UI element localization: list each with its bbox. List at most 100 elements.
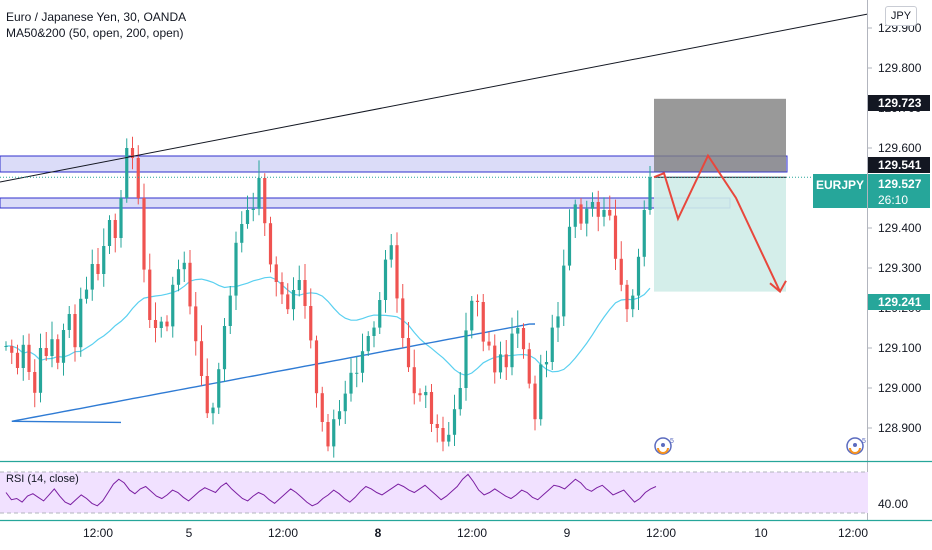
ma50-line[interactable] xyxy=(6,276,651,377)
candle[interactable] xyxy=(44,332,48,361)
candle[interactable] xyxy=(113,213,117,253)
candle[interactable] xyxy=(349,358,353,402)
candle[interactable] xyxy=(596,190,600,232)
candle[interactable] xyxy=(102,228,106,287)
candle[interactable] xyxy=(297,265,301,297)
stop-loss-zone[interactable] xyxy=(654,98,786,172)
candle[interactable] xyxy=(378,292,382,334)
candle[interactable] xyxy=(343,380,347,424)
candle[interactable] xyxy=(619,241,623,292)
candle[interactable] xyxy=(625,280,629,322)
candle[interactable] xyxy=(642,200,646,267)
candle[interactable] xyxy=(556,302,560,342)
candle[interactable] xyxy=(452,394,457,446)
candle[interactable] xyxy=(56,334,60,370)
candle[interactable] xyxy=(84,276,89,304)
ma200-line[interactable] xyxy=(11,323,536,424)
candle[interactable] xyxy=(481,294,485,352)
candle[interactable] xyxy=(424,385,428,408)
candle[interactable] xyxy=(61,323,66,376)
candle[interactable] xyxy=(636,248,641,310)
candle[interactable] xyxy=(73,304,77,362)
candle[interactable] xyxy=(222,318,227,382)
candle[interactable] xyxy=(245,195,250,229)
candle[interactable] xyxy=(320,386,324,432)
candle[interactable] xyxy=(96,248,100,281)
candle[interactable] xyxy=(234,231,238,310)
candle[interactable] xyxy=(470,296,474,339)
candle[interactable] xyxy=(268,216,273,273)
candle[interactable] xyxy=(389,234,393,268)
candle[interactable] xyxy=(125,138,129,203)
candle[interactable] xyxy=(648,166,652,215)
candle[interactable] xyxy=(510,317,514,376)
candle[interactable] xyxy=(142,183,146,283)
candle[interactable] xyxy=(188,250,192,315)
candle[interactable] xyxy=(332,409,336,458)
candle[interactable] xyxy=(441,416,445,452)
trend-line[interactable] xyxy=(0,13,869,183)
candle[interactable] xyxy=(148,253,152,328)
candle[interactable] xyxy=(119,190,123,248)
candle[interactable] xyxy=(372,321,376,348)
candle[interactable] xyxy=(355,356,359,388)
candle[interactable] xyxy=(458,372,462,416)
candle[interactable] xyxy=(159,316,163,338)
candle[interactable] xyxy=(579,198,583,230)
candle[interactable] xyxy=(435,414,439,443)
rsi-line[interactable] xyxy=(5,473,657,507)
candle[interactable] xyxy=(516,310,520,348)
candle[interactable] xyxy=(251,192,255,222)
candle[interactable] xyxy=(527,342,531,389)
candle[interactable] xyxy=(429,384,434,432)
candle[interactable] xyxy=(165,315,169,332)
candle[interactable] xyxy=(360,333,365,383)
candle[interactable] xyxy=(10,339,14,364)
event-calendar-icon[interactable]: 5 xyxy=(846,437,866,455)
candle[interactable] xyxy=(447,422,451,447)
projection-path[interactable] xyxy=(653,153,781,293)
event-calendar-icon[interactable]: 5 xyxy=(654,437,674,455)
candle[interactable] xyxy=(533,375,537,431)
candle[interactable] xyxy=(550,314,554,370)
candle[interactable] xyxy=(590,192,595,217)
candle[interactable] xyxy=(608,195,612,221)
candle[interactable] xyxy=(613,199,618,270)
candle[interactable] xyxy=(79,287,83,357)
candle[interactable] xyxy=(602,197,606,227)
candle[interactable] xyxy=(585,200,589,237)
candle[interactable] xyxy=(539,354,543,426)
candle[interactable] xyxy=(567,209,572,271)
candle[interactable] xyxy=(130,136,135,170)
candle[interactable] xyxy=(205,358,209,418)
candle[interactable] xyxy=(50,321,54,368)
currency-button[interactable]: JPY xyxy=(885,6,917,26)
resistance-zone-upper[interactable] xyxy=(0,155,788,173)
candle[interactable] xyxy=(27,333,31,380)
candle[interactable] xyxy=(67,306,71,338)
candle[interactable] xyxy=(314,335,319,408)
candle[interactable] xyxy=(309,288,313,349)
candle[interactable] xyxy=(240,211,244,253)
candle[interactable] xyxy=(337,400,342,426)
candle[interactable] xyxy=(15,344,20,375)
candle[interactable] xyxy=(401,284,405,348)
candle[interactable] xyxy=(326,414,330,452)
candle[interactable] xyxy=(286,283,290,314)
candle[interactable] xyxy=(493,334,497,384)
indicator-legend[interactable]: MA50&200 (50, open, 200, open) xyxy=(6,26,184,40)
candle[interactable] xyxy=(211,402,215,425)
candle[interactable] xyxy=(274,256,278,297)
rsi-legend[interactable]: RSI (14, close) xyxy=(6,473,79,485)
candle[interactable] xyxy=(90,249,94,301)
candle[interactable] xyxy=(544,350,549,378)
candle[interactable] xyxy=(257,160,261,216)
candle[interactable] xyxy=(573,199,577,238)
candle[interactable] xyxy=(199,325,204,386)
candle[interactable] xyxy=(475,294,480,317)
candle[interactable] xyxy=(33,359,37,408)
candle[interactable] xyxy=(153,302,158,343)
candle[interactable] xyxy=(217,362,221,414)
